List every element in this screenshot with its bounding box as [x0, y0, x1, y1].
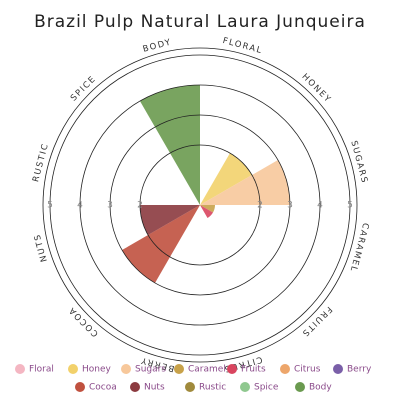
chart-title: Brazil Pulp Natural Laura Junqueira	[34, 12, 366, 32]
legend-label: Rustic	[199, 383, 226, 393]
legend-swatch	[75, 382, 85, 392]
category-label: Cocoa	[67, 304, 101, 338]
legend-label: Nuts	[144, 383, 165, 393]
legend-label: Spice	[254, 383, 279, 393]
legend-label: Cocoa	[89, 383, 117, 393]
sector	[200, 205, 215, 213]
r-tick-label: 2	[257, 201, 263, 211]
legend-swatch	[280, 364, 290, 374]
outer-ring	[42, 47, 358, 363]
legend-swatch	[295, 382, 305, 392]
category-label: Honey	[300, 72, 334, 106]
legend-swatch	[15, 364, 25, 374]
legend-swatch	[121, 364, 131, 374]
legend-swatch	[174, 364, 184, 374]
legend-swatch	[68, 364, 78, 374]
legend-swatch	[227, 364, 237, 374]
legend-swatch	[185, 382, 195, 392]
grid-ring	[139, 144, 261, 266]
grid-ring	[79, 84, 321, 326]
sector	[200, 205, 213, 218]
grid-ring	[49, 54, 351, 356]
r-tick-label: 4	[317, 201, 323, 211]
category-label: Nuts	[33, 232, 50, 263]
category-label: Rustic	[31, 142, 51, 183]
grid-ring	[109, 114, 291, 296]
r-tick-label: 5	[347, 201, 353, 211]
legend-swatch	[333, 364, 343, 374]
r-tick-label: 2	[137, 201, 143, 211]
legend-swatch	[240, 382, 250, 392]
category-label: Fruits	[299, 304, 334, 339]
category-label: Floral	[221, 36, 263, 56]
sector	[200, 160, 290, 205]
r-tick-label: 4	[77, 201, 83, 211]
legend-label: Sugars	[135, 365, 166, 375]
r-tick-label: 5	[47, 201, 53, 211]
sector	[140, 205, 200, 235]
legend-label: Berry	[347, 365, 372, 375]
legend-label: Citrus	[294, 365, 321, 375]
category-label: Body	[142, 37, 173, 54]
sector	[200, 153, 252, 205]
sector	[122, 205, 200, 283]
sector	[140, 85, 200, 205]
legend-label: Honey	[82, 365, 112, 375]
r-tick-label: 3	[287, 201, 293, 211]
legend-label: Floral	[29, 365, 54, 375]
r-tick-label: 3	[107, 201, 113, 211]
legend-label: Caramel	[188, 365, 226, 375]
legend-label: Fruits	[241, 365, 266, 375]
legend-label: Body	[309, 383, 332, 393]
legend-swatch	[130, 382, 140, 392]
